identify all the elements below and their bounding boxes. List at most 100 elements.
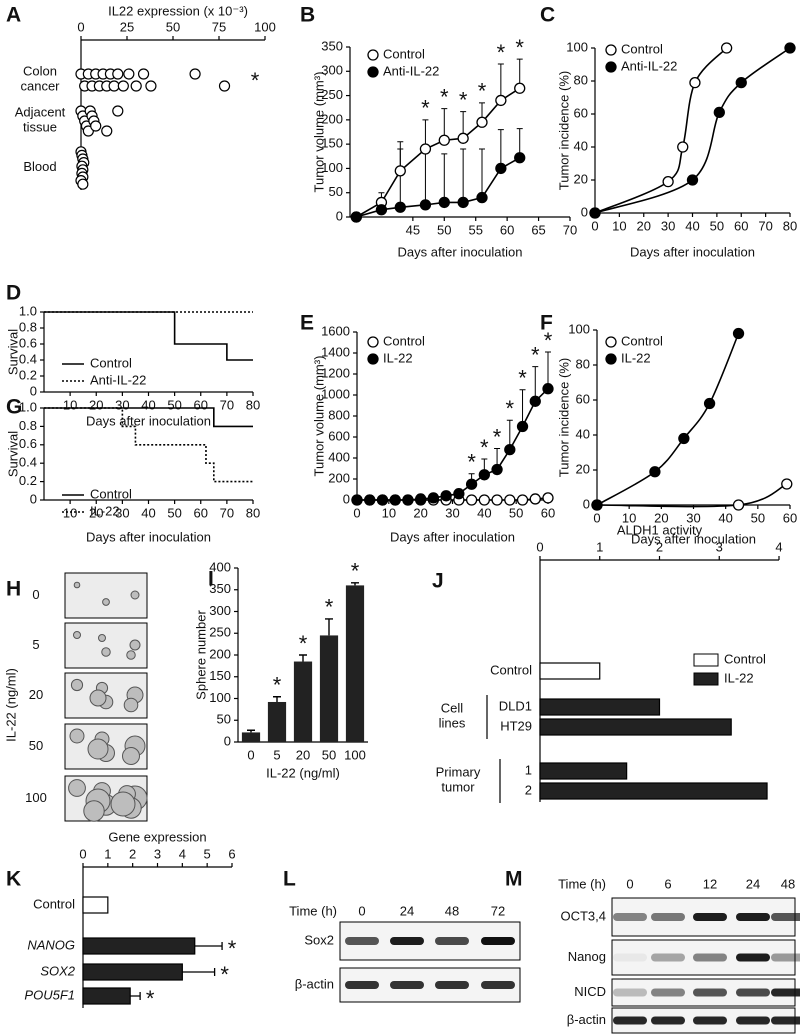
band <box>736 913 770 921</box>
point <box>591 499 603 511</box>
y-tick-label: 1200 <box>321 365 350 380</box>
point <box>375 204 388 216</box>
point <box>529 395 541 407</box>
series-line <box>44 407 253 428</box>
time-point: 24 <box>746 876 760 891</box>
bar <box>345 585 365 742</box>
significance: * <box>518 366 527 391</box>
legend-label: Control <box>383 333 425 348</box>
legend-swatch <box>367 66 379 78</box>
x-tick-label: 70 <box>563 222 577 237</box>
y-tick-label: 20 <box>574 171 588 186</box>
y-tick-label: 0.8 <box>19 319 37 334</box>
blot-label: Sox2 <box>304 932 334 947</box>
x-tick-label: 60 <box>194 505 208 520</box>
panel-letter: D <box>6 282 21 305</box>
panel-letter: K <box>6 868 21 891</box>
y-axis-label: Survival <box>5 329 20 375</box>
y-axis-label: Tumor incidence (%) <box>556 358 571 477</box>
point <box>781 478 793 490</box>
x-tick-label: 50 <box>322 747 336 762</box>
point <box>189 68 201 80</box>
x-tick-label: 50 <box>166 19 180 34</box>
y-tick-label: 0.6 <box>19 335 37 350</box>
x-tick-label: 40 <box>141 397 155 412</box>
x-tick-label: 60 <box>541 505 555 520</box>
point <box>453 488 465 500</box>
point <box>419 199 432 211</box>
point <box>108 80 120 92</box>
point <box>350 211 362 223</box>
bar <box>539 698 661 716</box>
point <box>438 134 450 146</box>
point <box>516 494 529 506</box>
band <box>771 913 800 921</box>
point <box>649 466 661 478</box>
point <box>516 420 529 433</box>
point <box>137 68 150 80</box>
dose-label: 100 <box>25 790 47 805</box>
y-tick-label: 350 <box>209 581 231 596</box>
sphere <box>102 598 110 606</box>
y-tick-label: 1.0 <box>19 303 37 318</box>
time-point: 6 <box>664 876 671 891</box>
significance: * <box>299 631 308 656</box>
legend-label: Anti-IL-22 <box>621 58 677 73</box>
panel-letter: F <box>540 312 553 335</box>
point <box>476 191 488 204</box>
x-tick-label: 3 <box>716 539 723 554</box>
x-tick-label: 30 <box>445 505 459 520</box>
legend-label: Control <box>90 486 132 501</box>
point <box>589 207 601 219</box>
error-bar <box>273 696 281 702</box>
bar <box>293 661 313 742</box>
dose-label: 5 <box>32 637 39 652</box>
time-label: Time (h) <box>289 903 337 918</box>
legend-swatch <box>367 49 379 61</box>
x-axis-label: Days after inoculation <box>390 529 515 544</box>
x-tick-label: 10 <box>63 397 77 412</box>
band <box>693 913 727 921</box>
y-tick-label: 0 <box>581 204 588 219</box>
point <box>112 105 124 117</box>
legend-label: IL-22 <box>621 350 651 365</box>
point <box>495 94 507 107</box>
error-bar <box>479 148 485 198</box>
y-tick-label: 0.4 <box>19 351 37 366</box>
significance: * <box>506 396 515 421</box>
band <box>736 1016 770 1025</box>
point <box>713 106 725 118</box>
bar <box>539 782 768 800</box>
x-tick-label: 0 <box>353 505 360 520</box>
chart-title: ALDH1 activity <box>617 522 703 537</box>
point <box>542 492 554 504</box>
y-tick-label: 80 <box>574 72 588 87</box>
blot-label: NICD <box>574 984 606 999</box>
band <box>613 1016 647 1025</box>
point <box>476 116 488 128</box>
legend-label: IL-22 <box>90 503 120 518</box>
y-tick-label: 60 <box>576 391 590 406</box>
point <box>504 443 516 456</box>
x-tick-label: 50 <box>751 510 765 525</box>
series-line <box>44 311 253 361</box>
x-tick-label: 2 <box>129 846 136 861</box>
time-point: 0 <box>358 903 365 918</box>
error-bar <box>299 654 307 662</box>
band <box>613 953 647 962</box>
y-tick-label: 80 <box>576 356 590 371</box>
sphere <box>101 647 111 657</box>
category-label: Colon cancer <box>20 64 60 94</box>
point <box>389 494 401 506</box>
point <box>438 196 450 209</box>
y-tick-label: 300 <box>209 603 231 618</box>
point <box>130 80 142 92</box>
y-axis-label: Tumor volume (mm³) <box>311 72 326 193</box>
group-label: Primary tumor <box>436 765 481 795</box>
x-tick-label: 60 <box>734 218 748 233</box>
x-tick-label: 40 <box>685 218 699 233</box>
x-tick-label: 80 <box>246 505 260 520</box>
point <box>465 478 478 490</box>
